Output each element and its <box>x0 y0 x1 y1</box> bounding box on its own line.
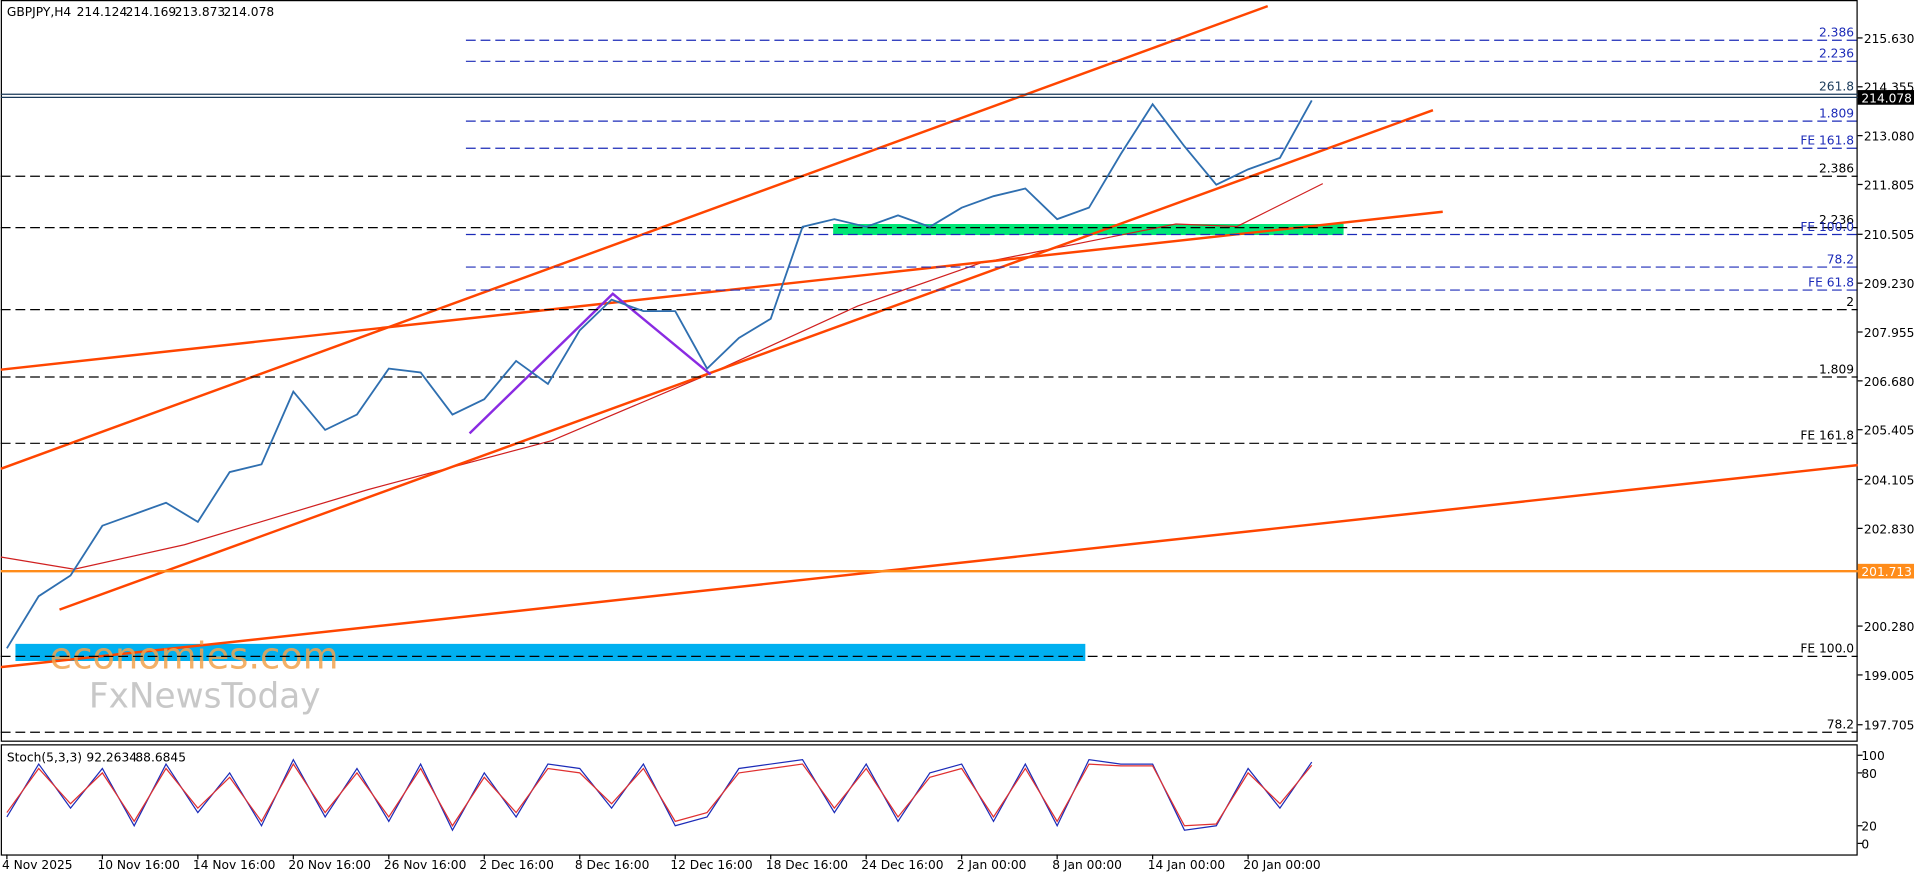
stoch-tick-label: 20 <box>1861 820 1877 834</box>
watermark: FxNewsToday <box>89 677 321 717</box>
trend-line <box>0 463 1858 669</box>
y-tick-label: 213.080 <box>1864 130 1915 144</box>
level-label: FE 161.8 <box>1800 429 1854 443</box>
trend-line <box>59 109 1434 611</box>
x-tick-label: 10 Nov 16:00 <box>97 858 179 872</box>
level-label: FE 161.8 <box>1800 134 1854 148</box>
y-tick-label: 200.280 <box>1864 620 1915 634</box>
y-tick-label: 204.105 <box>1864 473 1915 487</box>
y-tick-label: 206.680 <box>1864 375 1915 389</box>
x-tick-label: 8 Jan 00:00 <box>1052 858 1122 872</box>
x-tick-label: 2 Jan 00:00 <box>957 858 1027 872</box>
stoch-main-reading: 92.2634 <box>86 750 137 764</box>
stoch-signal-reading: 88.6845 <box>135 750 186 764</box>
stoch-tick-label: 0 <box>1861 837 1869 851</box>
trend-line <box>0 4 1269 470</box>
symbol: GBPJPY,H4 <box>7 5 72 19</box>
price-tag-label: 201.713 <box>1861 565 1912 579</box>
level-label: FE 100.0 <box>1800 642 1854 656</box>
stoch-panel-frame <box>0 744 1858 856</box>
y-tick-label: 199.005 <box>1864 669 1915 683</box>
stoch-name: Stoch(5,3,3) <box>7 750 82 764</box>
stoch-tick-label: 100 <box>1861 749 1884 763</box>
level-label: 2 <box>1846 295 1854 309</box>
y-tick-label: 197.705 <box>1864 719 1915 733</box>
level-label: 2.386 <box>1819 162 1854 176</box>
x-tick-label: 20 Jan 00:00 <box>1243 858 1320 872</box>
level-label: 261.8 <box>1819 80 1854 94</box>
level-label: FE 61.8 <box>1808 275 1854 289</box>
green-zone <box>833 224 1344 236</box>
y-tick-label: 215.630 <box>1864 32 1915 46</box>
ohlc-low: 213.873 <box>175 5 226 19</box>
price-line <box>6 99 1313 649</box>
price-tag <box>1857 563 1915 579</box>
x-tick-label: 12 Dec 16:00 <box>670 858 752 872</box>
trend-line <box>0 210 1443 371</box>
y-tick-label: 211.805 <box>1864 178 1915 192</box>
stoch-line <box>6 762 1313 827</box>
price-tag <box>1857 90 1915 105</box>
level-label: 2.236 <box>1819 213 1854 227</box>
level-label: 1.809 <box>1819 106 1854 120</box>
level-label: FE 100.0 <box>1800 220 1854 234</box>
level-label: 78.2 <box>1827 718 1854 732</box>
moving-average <box>0 183 1324 570</box>
x-tick-label: 14 Jan 00:00 <box>1148 858 1225 872</box>
x-tick-label: 8 Dec 16:00 <box>575 858 649 872</box>
zigzag <box>468 292 712 435</box>
ohlc-open: 214.124 <box>77 5 128 19</box>
level-label: 1.809 <box>1819 362 1854 376</box>
ohlc-high: 214.169 <box>126 5 177 19</box>
y-tick-label: 202.830 <box>1864 522 1915 536</box>
y-tick-label: 205.405 <box>1864 424 1915 438</box>
x-tick-label: 2 Dec 16:00 <box>479 858 553 872</box>
x-tick-label: 14 Nov 16:00 <box>193 858 275 872</box>
y-tick-label: 210.505 <box>1864 228 1915 242</box>
x-tick-label: 24 Dec 16:00 <box>861 858 943 872</box>
level-label: 2.236 <box>1819 47 1854 61</box>
main-panel-frame <box>0 0 1858 742</box>
x-tick-label: 26 Nov 16:00 <box>384 858 466 872</box>
x-tick-label: 18 Dec 16:00 <box>766 858 848 872</box>
x-tick-label: 4 Nov 2025 <box>2 858 73 872</box>
price-tag-label: 214.078 <box>1861 91 1912 105</box>
level-label: 78.2 <box>1827 252 1854 266</box>
y-tick-label: 207.955 <box>1864 326 1915 340</box>
x-tick-label: 20 Nov 16:00 <box>288 858 370 872</box>
y-tick-label: 209.230 <box>1864 277 1915 291</box>
stoch-tick-label: 80 <box>1861 767 1877 781</box>
ohlc-close: 214.078 <box>224 5 275 19</box>
level-label: 2.386 <box>1819 26 1854 40</box>
